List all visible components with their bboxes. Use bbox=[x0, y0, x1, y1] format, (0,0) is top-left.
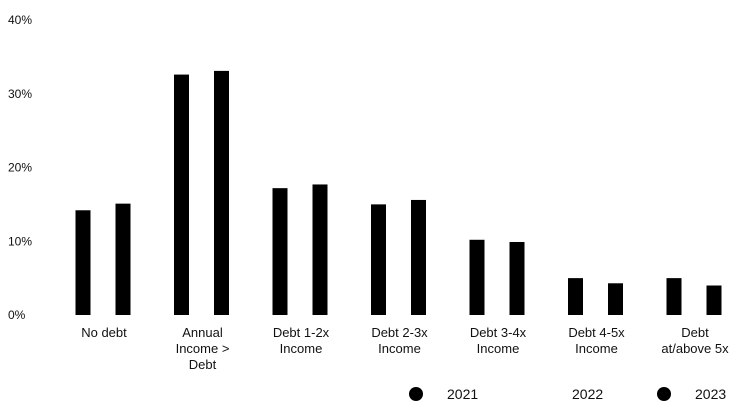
y-tick-label: 40% bbox=[8, 13, 32, 27]
legend-marker-2022 bbox=[534, 387, 548, 401]
x-axis-labels: No debt Annual Income > Debt Debt 1-2x Income… bbox=[81, 325, 729, 372]
legend-label: 2022 bbox=[572, 386, 603, 401]
bar-2021-4 bbox=[469, 239, 485, 315]
x-category-label: Debt 4-5x Income bbox=[568, 325, 625, 356]
x-category-label: Debt at/above 5x bbox=[661, 325, 729, 356]
bar-2023-0 bbox=[115, 203, 131, 315]
y-tick-label: 20% bbox=[8, 161, 32, 175]
legend: 2021 2022 2023 bbox=[409, 386, 726, 401]
bar-2021-5 bbox=[568, 278, 583, 315]
legend-label: 2021 bbox=[447, 386, 478, 401]
bar-2021-2 bbox=[272, 188, 288, 315]
bar-2021-6 bbox=[666, 278, 682, 315]
x-category-label: No debt bbox=[81, 325, 127, 340]
bar-2021-1 bbox=[174, 74, 189, 315]
bar-2023-5 bbox=[608, 283, 623, 315]
y-tick-label: 30% bbox=[8, 87, 32, 101]
x-category-label: Annual Income > Debt bbox=[176, 325, 230, 372]
legend-marker-2023 bbox=[657, 387, 671, 401]
bar-2021-0 bbox=[75, 210, 91, 315]
bar-2023-3 bbox=[411, 199, 426, 315]
bar-2023-2 bbox=[312, 184, 328, 315]
bar-2023-6 bbox=[706, 285, 722, 315]
x-category-label: Debt 3-4x Income bbox=[470, 325, 527, 356]
x-category-label: Debt 1-2x Income bbox=[273, 325, 330, 356]
y-axis-ticks: 0% 10% 20% 30% 40% bbox=[8, 13, 32, 322]
legend-marker-2021 bbox=[409, 387, 423, 401]
bars bbox=[75, 70, 722, 315]
legend-label: 2023 bbox=[695, 386, 726, 401]
bar-2023-1 bbox=[214, 70, 229, 315]
y-tick-label: 10% bbox=[8, 234, 32, 248]
bar-2021-3 bbox=[371, 204, 386, 315]
y-tick-label: 0% bbox=[8, 308, 26, 322]
x-category-label: Debt 2-3x Income bbox=[371, 325, 428, 356]
bar-2023-4 bbox=[509, 241, 525, 315]
